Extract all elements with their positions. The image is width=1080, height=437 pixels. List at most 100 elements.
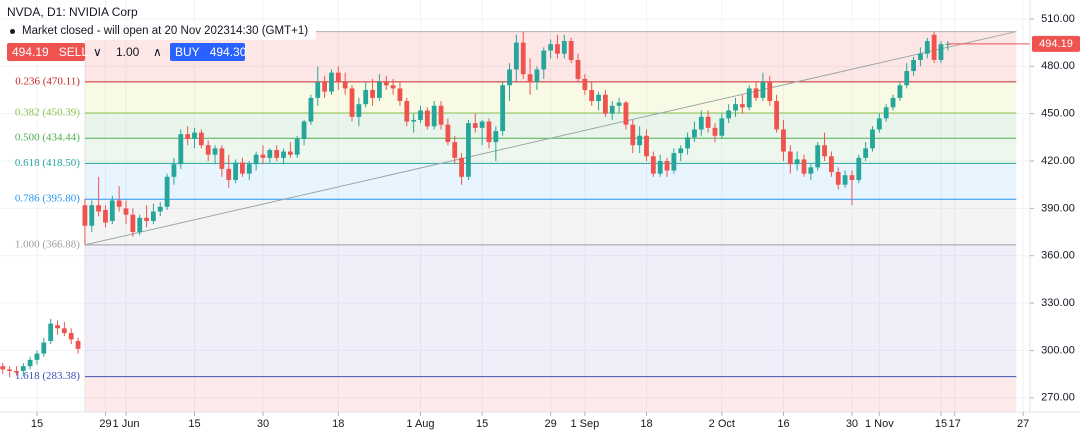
x-tick-label: 29 — [544, 418, 556, 430]
candle-body — [911, 59, 916, 72]
status-text: Market closed - will open at 20 Nov 2023… — [22, 25, 309, 37]
sell-label: SELL — [58, 45, 89, 59]
candle-body — [650, 156, 656, 174]
fib-zone — [84, 138, 1017, 164]
x-tick-label: 16 — [777, 418, 789, 430]
candle-body — [726, 110, 732, 119]
x-tick-label: 30 — [846, 418, 858, 430]
candle-body — [96, 205, 102, 212]
candle-body — [808, 167, 814, 174]
x-tick-label: 1 Aug — [406, 418, 434, 430]
candle-body — [445, 124, 451, 143]
candle-body — [520, 42, 526, 75]
candle-body — [644, 135, 649, 157]
candle-body — [733, 104, 738, 111]
sell-button[interactable]: 494.19 SELL — [7, 43, 88, 61]
x-tick-label: 18 — [640, 418, 652, 430]
candle-body — [68, 333, 74, 340]
candle-body — [151, 211, 156, 221]
candle-body — [472, 123, 478, 128]
fib-label: 1.000 (366.88) — [15, 238, 80, 250]
candle-body — [144, 217, 149, 221]
fib-zone — [84, 376, 1017, 412]
candle-body — [370, 89, 375, 98]
candle-body — [109, 200, 115, 221]
x-tick-label: 15 — [188, 418, 200, 430]
y-tick-label: 480.00 — [1041, 60, 1075, 72]
candle-body — [582, 78, 588, 90]
y-tick-label: 420.00 — [1041, 155, 1075, 167]
candle-body — [55, 325, 60, 329]
candle-body — [856, 157, 862, 180]
candle-body — [671, 153, 677, 171]
candle-body — [287, 151, 293, 155]
candle-body — [500, 85, 506, 132]
candle-body — [513, 42, 519, 70]
fib-zone — [84, 163, 1017, 200]
x-tick-label: 29 — [99, 418, 111, 430]
buy-button[interactable]: BUY 494.30 — [170, 43, 246, 61]
increase-button[interactable]: ∧ — [153, 45, 162, 59]
candle-body — [479, 121, 485, 128]
candle-body — [822, 145, 827, 157]
candle-body — [34, 353, 40, 360]
candle-body — [767, 82, 773, 102]
market-status: Market closed - will open at 20 Nov 2023… — [4, 22, 317, 40]
candle-body — [678, 148, 684, 154]
candle-body — [397, 88, 403, 102]
candle-body — [835, 172, 841, 185]
x-tick-label: 30 — [257, 418, 269, 430]
x-tick-label: 15 — [31, 418, 43, 430]
candle-body — [431, 105, 437, 127]
x-tick-label: 1 Nov — [865, 418, 894, 430]
candle-body — [794, 159, 800, 165]
y-tick-label: 360.00 — [1041, 250, 1075, 262]
candle-body — [424, 110, 430, 127]
candle-body — [267, 149, 273, 158]
candle-body — [377, 82, 382, 98]
candle-body — [781, 129, 786, 152]
y-tick-label: 390.00 — [1041, 202, 1075, 214]
fib-zone — [84, 199, 1017, 245]
candle-body — [685, 137, 690, 149]
candle-body — [130, 214, 136, 233]
fib-zone — [84, 113, 1017, 139]
candle-body — [918, 53, 923, 60]
fib-label: 0.786 (395.80) — [15, 193, 80, 205]
quantity[interactable]: 1.00 — [116, 45, 140, 59]
candle-body — [233, 162, 238, 180]
x-tick-label: 1 Jun — [113, 418, 140, 430]
fib-label: 0.382 (450.39) — [15, 107, 80, 119]
candle-body — [137, 217, 143, 233]
x-tick-label: 15 — [935, 418, 947, 430]
fib-zone — [84, 81, 1017, 114]
candle-body — [418, 110, 423, 120]
candle-body — [438, 105, 444, 125]
decrease-button[interactable]: ∨ — [93, 45, 102, 59]
candle-body — [171, 164, 177, 177]
candle-body — [349, 88, 355, 117]
candle-body — [7, 369, 12, 371]
candle-body — [308, 97, 314, 122]
fib-label: 1.618 (283.38) — [15, 370, 80, 382]
candle-body — [301, 121, 307, 139]
candle-body — [178, 134, 184, 165]
x-tick-label: 15 — [476, 418, 488, 430]
y-tick-label: 330.00 — [1041, 297, 1075, 309]
candle-body — [760, 82, 766, 98]
candle-body — [774, 101, 780, 130]
y-tick-label: 270.00 — [1041, 392, 1075, 404]
candle-body — [164, 176, 170, 207]
candle-body — [14, 370, 19, 373]
candle-body — [698, 116, 704, 130]
candle-body — [657, 161, 663, 174]
candle-body — [938, 44, 944, 60]
candle-body — [75, 340, 81, 349]
candle-body — [116, 200, 122, 207]
candle-body — [828, 156, 834, 173]
candle-body — [883, 107, 889, 119]
candle-body — [205, 145, 211, 155]
y-tick-label: 300.00 — [1041, 344, 1075, 356]
candle-body — [753, 88, 759, 98]
